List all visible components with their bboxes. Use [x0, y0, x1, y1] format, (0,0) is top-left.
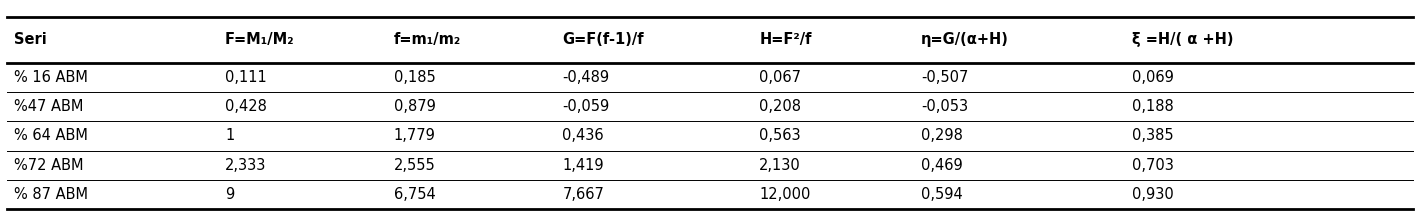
Text: -0,053: -0,053: [920, 99, 969, 114]
Text: F=M₁/M₂: F=M₁/M₂: [225, 32, 295, 48]
Text: 2,130: 2,130: [759, 158, 801, 173]
Text: 12,000: 12,000: [759, 187, 811, 202]
Text: 0,930: 0,930: [1131, 187, 1174, 202]
Text: 0,594: 0,594: [920, 187, 963, 202]
Text: 0,111: 0,111: [225, 70, 266, 85]
Text: 7,667: 7,667: [562, 187, 605, 202]
Text: 0,879: 0,879: [394, 99, 436, 114]
Text: G=F(f-1)/f: G=F(f-1)/f: [562, 32, 644, 48]
Text: 0,703: 0,703: [1131, 158, 1174, 173]
Text: H=F²/f: H=F²/f: [759, 32, 811, 48]
Text: 0,469: 0,469: [920, 158, 963, 173]
Text: 0,188: 0,188: [1131, 99, 1174, 114]
Text: f=m₁/m₂: f=m₁/m₂: [394, 32, 462, 48]
Text: 0,208: 0,208: [759, 99, 801, 114]
Text: -0,059: -0,059: [562, 99, 610, 114]
Text: % 87 ABM: % 87 ABM: [14, 187, 88, 202]
Text: 9: 9: [225, 187, 234, 202]
Text: Seri: Seri: [14, 32, 47, 48]
Text: ξ =H/( α +H): ξ =H/( α +H): [1131, 32, 1233, 48]
Text: %72 ABM: %72 ABM: [14, 158, 84, 173]
Text: -0,507: -0,507: [920, 70, 969, 85]
Text: η=G/(α+H): η=G/(α+H): [920, 32, 1010, 48]
Text: 0,298: 0,298: [920, 128, 963, 143]
Text: 2,333: 2,333: [225, 158, 266, 173]
Text: 2,555: 2,555: [394, 158, 436, 173]
Text: % 64 ABM: % 64 ABM: [14, 128, 88, 143]
Text: 1: 1: [225, 128, 234, 143]
Text: 0,563: 0,563: [759, 128, 801, 143]
Text: 1,779: 1,779: [394, 128, 436, 143]
Text: 1,419: 1,419: [562, 158, 605, 173]
Text: 0,185: 0,185: [394, 70, 436, 85]
Text: %47 ABM: %47 ABM: [14, 99, 84, 114]
Text: 0,428: 0,428: [225, 99, 266, 114]
Text: -0,489: -0,489: [562, 70, 610, 85]
Text: 0,067: 0,067: [759, 70, 801, 85]
Text: 0,385: 0,385: [1131, 128, 1174, 143]
Text: % 16 ABM: % 16 ABM: [14, 70, 88, 85]
Text: 0,436: 0,436: [562, 128, 605, 143]
Text: 6,754: 6,754: [394, 187, 436, 202]
Text: 0,069: 0,069: [1131, 70, 1174, 85]
